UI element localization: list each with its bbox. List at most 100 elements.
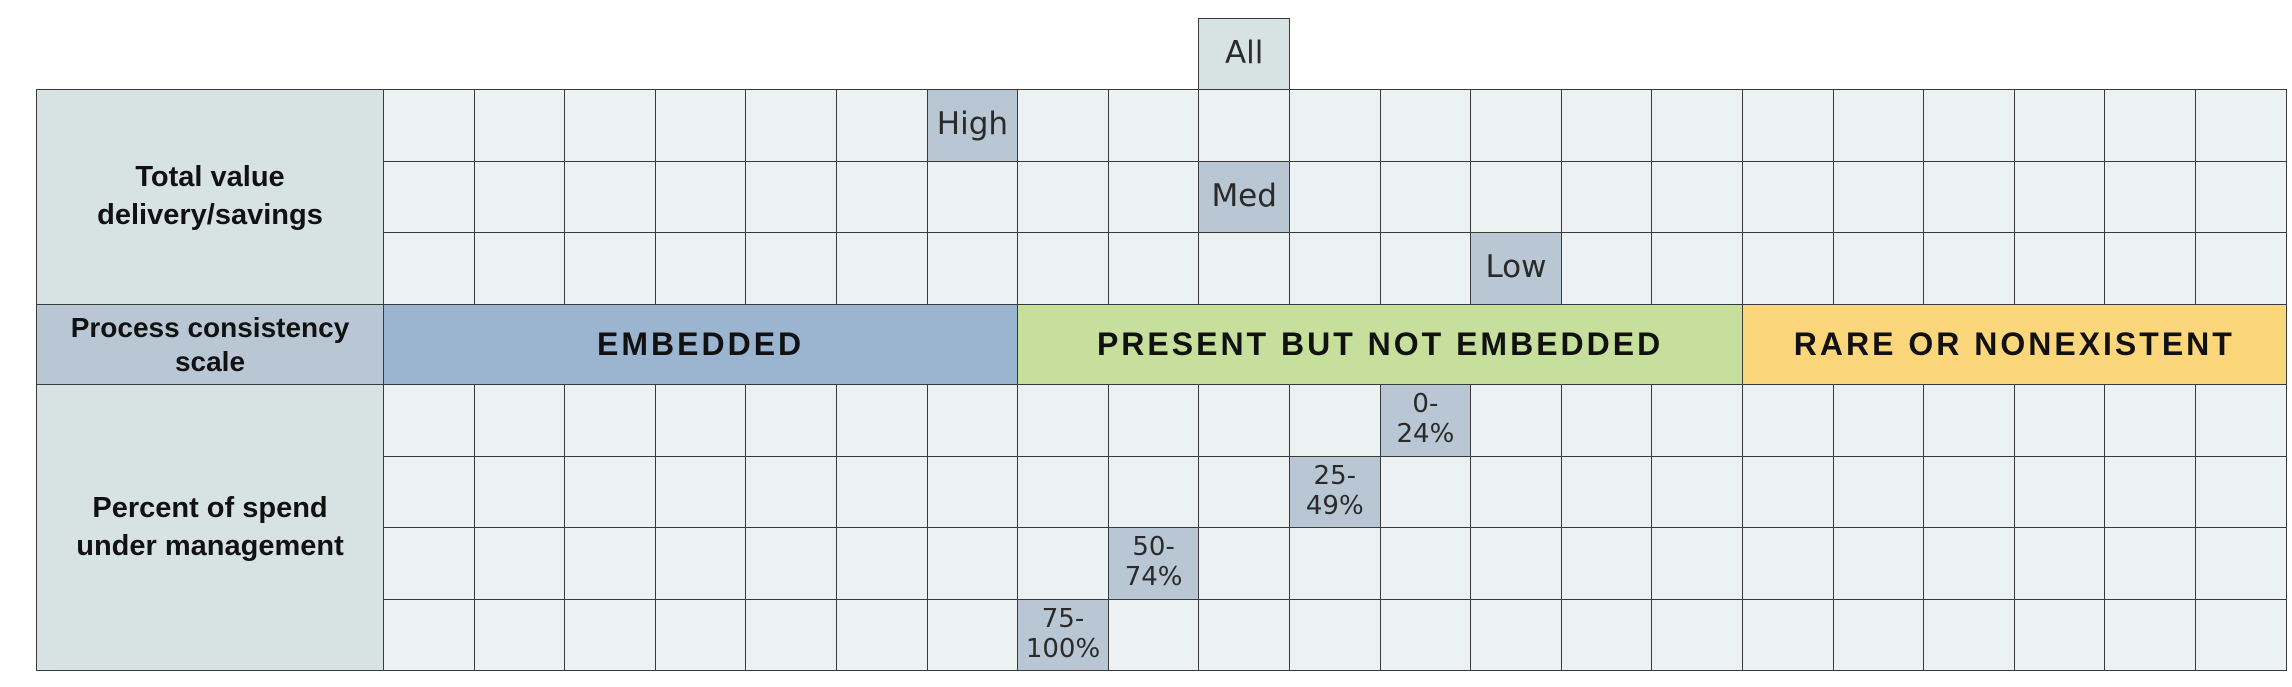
grid-cell (1017, 384, 1109, 457)
grid-cell (1289, 527, 1381, 600)
grid-cell (654, 455, 747, 528)
grid-cell (745, 89, 837, 162)
grid-cell (383, 527, 475, 600)
grid-cell (2104, 455, 2196, 528)
grid-cell (2195, 455, 2287, 528)
spend-level-marker: 0- 24% (1379, 384, 1472, 457)
grid-cell (1923, 455, 2015, 528)
grid-cell (2104, 160, 2196, 233)
grid-cell (1560, 232, 1653, 305)
grid-cell (564, 384, 656, 457)
grid-cell (1470, 455, 1562, 528)
grid-cell (2013, 598, 2106, 671)
grid-cell (1379, 232, 1472, 305)
grid-cell (2195, 384, 2287, 457)
grid-cell (1289, 232, 1381, 305)
grid-cell (2013, 455, 2106, 528)
grid-cell (1560, 160, 1653, 233)
grid-cell (383, 89, 475, 162)
grid-cell (654, 89, 747, 162)
grid-cell (1017, 232, 1109, 305)
grid-cell (1742, 232, 1834, 305)
grid-cell (564, 232, 656, 305)
grid-cell (1560, 89, 1653, 162)
grid-cell (2013, 232, 2106, 305)
grid-cell (745, 232, 837, 305)
grid-cell (1560, 384, 1653, 457)
grid-cell (2104, 598, 2196, 671)
grid-cell (926, 455, 1019, 528)
consistency-band-embedded: EMBEDDED (383, 304, 1019, 385)
grid-cell (564, 89, 656, 162)
grid-cell (1470, 160, 1562, 233)
grid-cell (383, 598, 475, 671)
grid-cell (1017, 160, 1109, 233)
grid-cell (564, 598, 656, 671)
grid-cell (1289, 89, 1381, 162)
grid-cell (1107, 384, 1200, 457)
grid-cell (2195, 89, 2287, 162)
grid-cell (1651, 384, 1743, 457)
grid-cell (1017, 89, 1109, 162)
grid-cell (836, 89, 928, 162)
grid-cell (473, 455, 566, 528)
grid-cell (1289, 598, 1381, 671)
grid-cell (2195, 232, 2287, 305)
grid-cell (2195, 160, 2287, 233)
grid-cell (1832, 89, 1925, 162)
grid-cell (1198, 598, 1290, 671)
grid-cell (1289, 384, 1381, 457)
grid-cell (1017, 455, 1109, 528)
grid-cell (1560, 455, 1653, 528)
grid-cell (564, 455, 656, 528)
grid-cell (1198, 527, 1290, 600)
grid-cell (654, 160, 747, 233)
total-value-row-label: Total value delivery/savings (36, 89, 384, 305)
grid-cell (1832, 527, 1925, 600)
consistency-band-present: PRESENT BUT NOT EMBEDDED (1017, 304, 1743, 385)
spend-level-marker: 50- 74% (1107, 527, 1200, 600)
grid-cell (1379, 598, 1472, 671)
percent-spend-row-label: Percent of spend under management (36, 384, 384, 671)
grid-cell (745, 527, 837, 600)
grid-cell (1198, 455, 1290, 528)
grid-cell (1107, 232, 1200, 305)
grid-cell (1832, 160, 1925, 233)
grid-cell (564, 160, 656, 233)
grid-cell (1651, 455, 1743, 528)
grid-cell (473, 89, 566, 162)
grid-cell (1923, 232, 2015, 305)
grid-cell (1832, 232, 1925, 305)
grid-cell (1832, 598, 1925, 671)
grid-cell (1107, 89, 1200, 162)
grid-cell (926, 232, 1019, 305)
grid-cell (1923, 598, 2015, 671)
grid-cell (2013, 384, 2106, 457)
grid-cell (1470, 89, 1562, 162)
grid-cell (654, 527, 747, 600)
grid-cell (1651, 89, 1743, 162)
spend-level-marker: 25- 49% (1289, 455, 1381, 528)
grid-cell (1289, 160, 1381, 233)
consistency-band-rare: RARE OR NONEXISTENT (1742, 304, 2287, 385)
grid-cell (1198, 89, 1290, 162)
grid-cell (926, 384, 1019, 457)
process-consistency-row-label: Process consistency scale (36, 304, 384, 385)
value-level-low: Low (1470, 232, 1562, 305)
grid-cell (1560, 527, 1653, 600)
grid-cell (745, 455, 837, 528)
grid-cell (1107, 598, 1200, 671)
value-level-med: Med (1198, 160, 1290, 233)
grid-cell (1923, 527, 2015, 600)
grid-cell (2104, 232, 2196, 305)
grid-cell (564, 527, 656, 600)
grid-cell (1379, 160, 1472, 233)
grid-cell (1923, 160, 2015, 233)
grid-cell (1742, 89, 1834, 162)
grid-cell (1560, 598, 1653, 671)
grid-cell (2013, 89, 2106, 162)
grid-cell (1651, 232, 1743, 305)
grid-cell (1379, 89, 1472, 162)
grid-cell (1742, 384, 1834, 457)
